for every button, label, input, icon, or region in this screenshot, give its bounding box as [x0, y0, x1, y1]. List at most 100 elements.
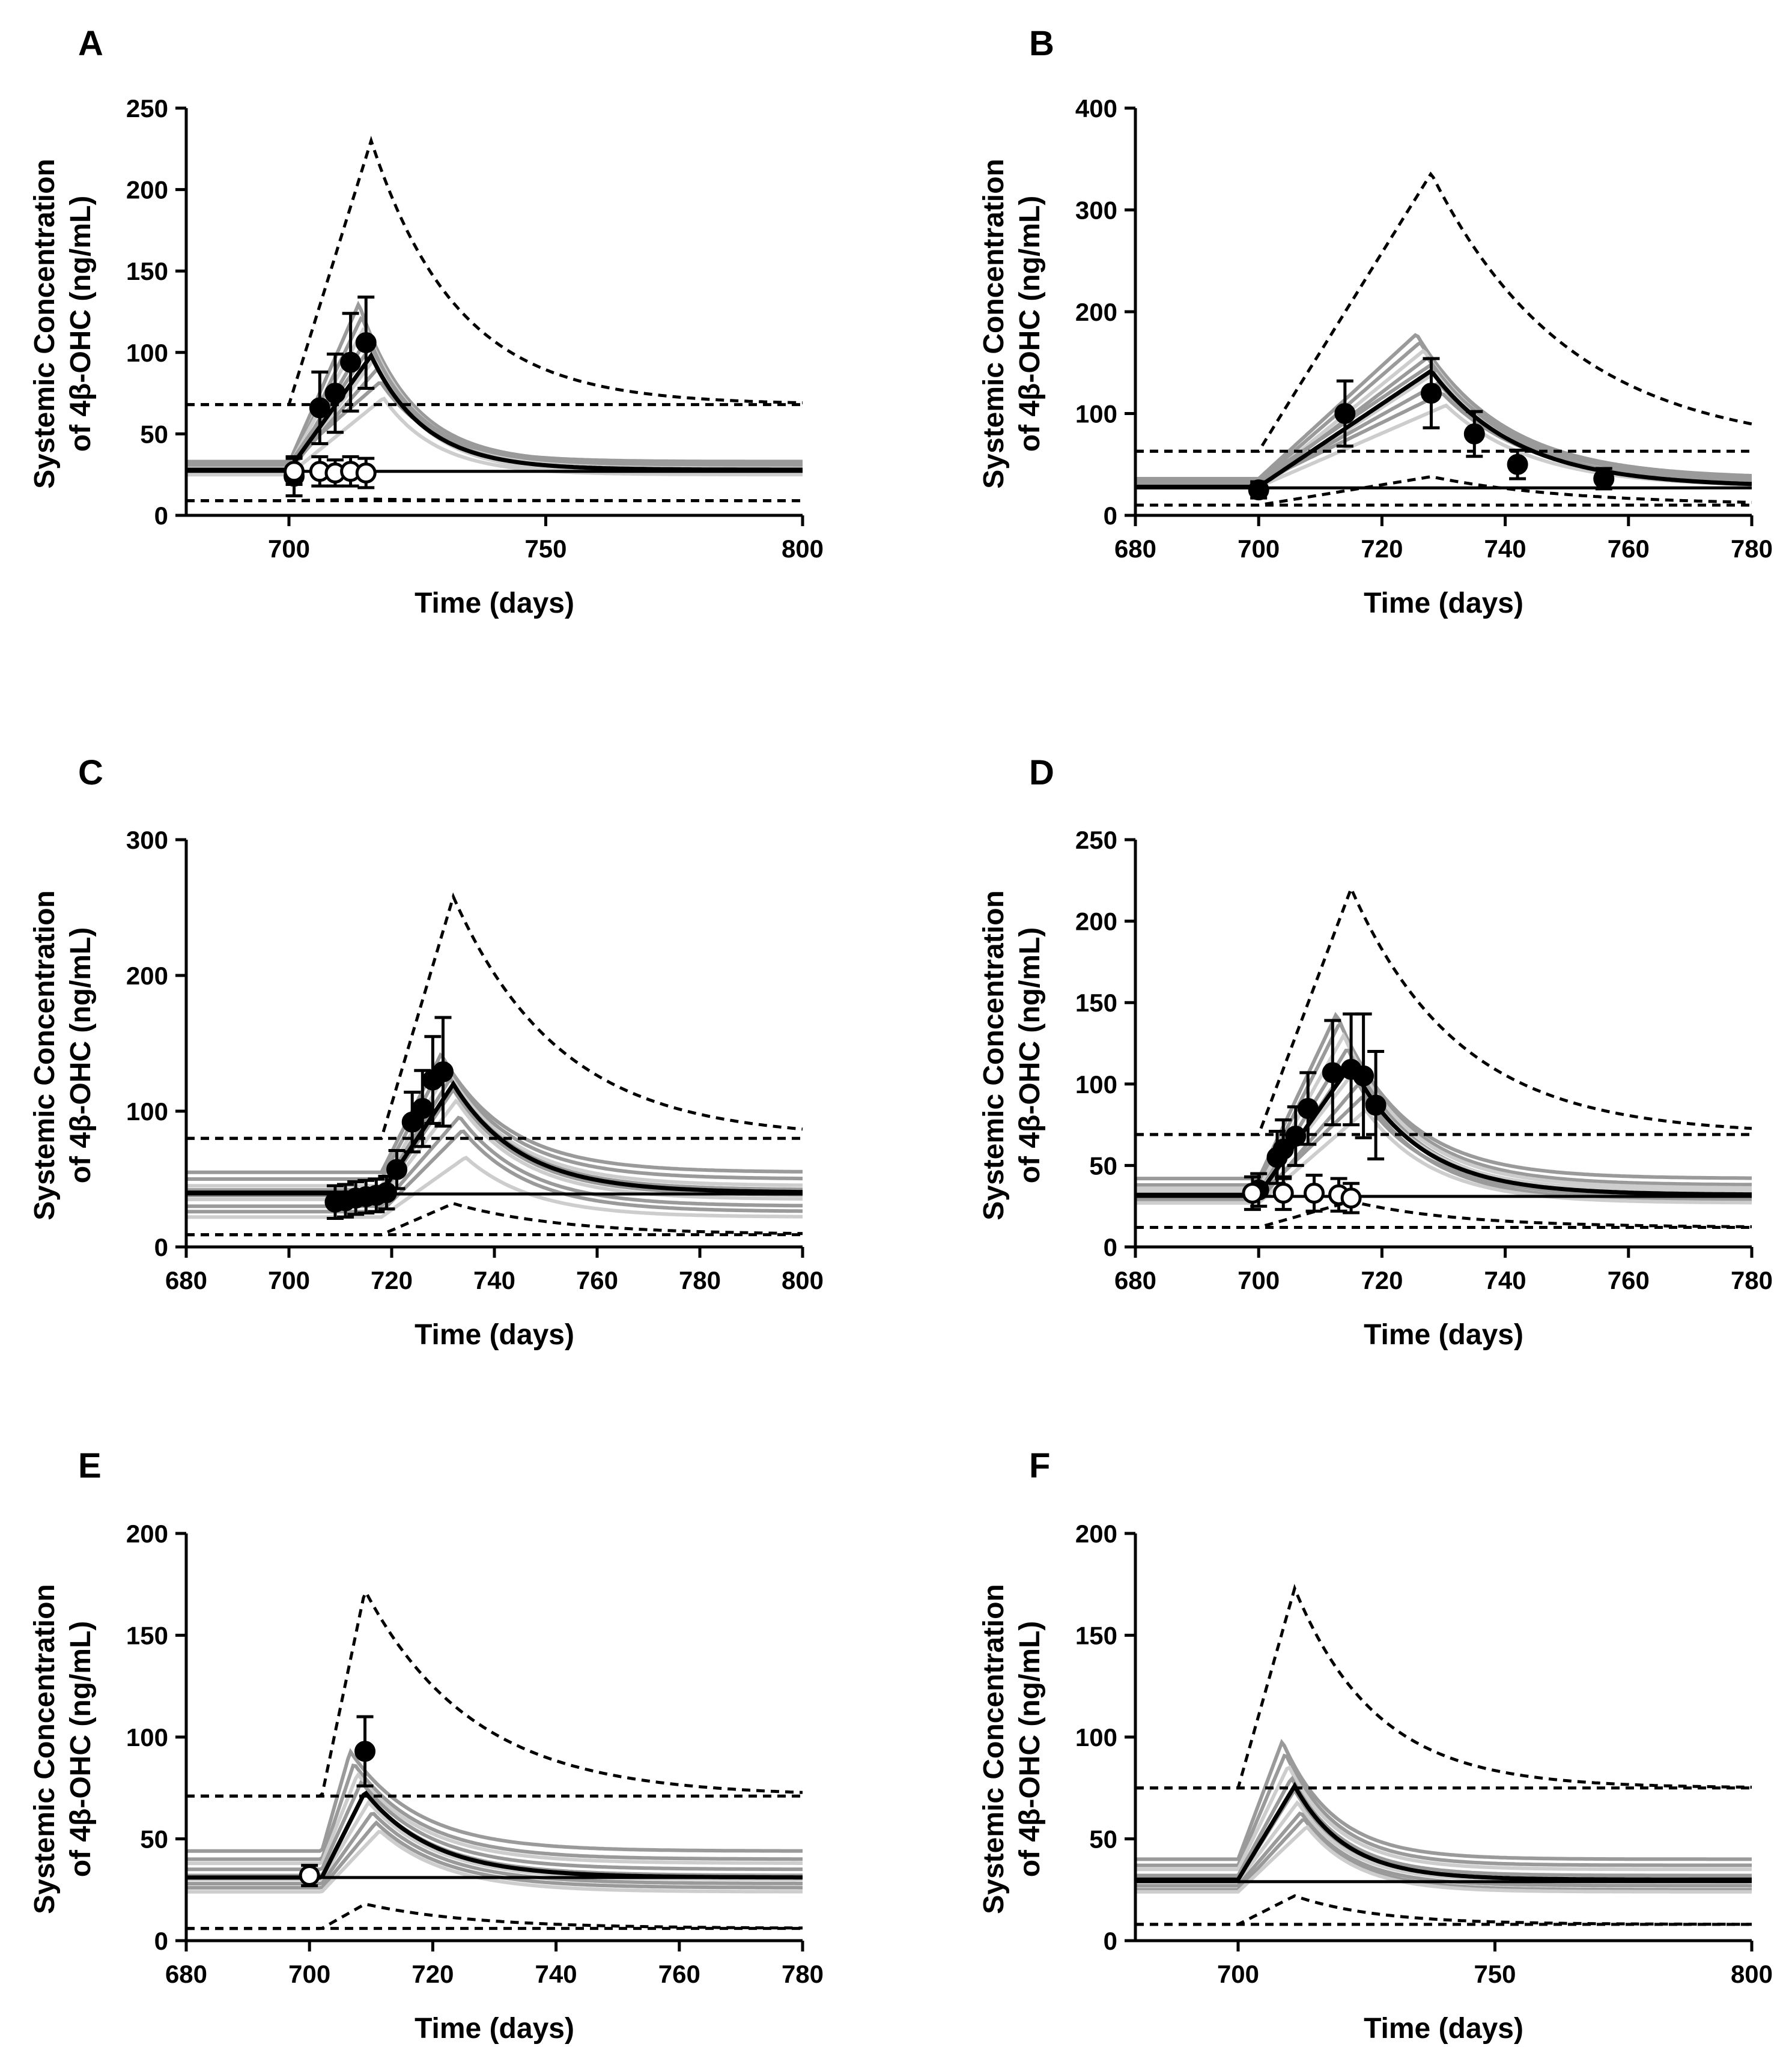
panel-a-y-axis-title-line1: Systemic Concentration: [29, 159, 61, 488]
panel-d-individual-trial-line: [1135, 1032, 1752, 1190]
panel-d-observed-open-point: [1272, 1183, 1294, 1204]
panel-c-individual-trial-line: [186, 1115, 803, 1208]
panel-c-observed-point: [375, 1182, 397, 1204]
panel-c-individual-trial-line: [186, 1129, 803, 1214]
panel-f-y-tick-label: 200: [1075, 1520, 1117, 1548]
panel-b-label: B: [1029, 24, 1054, 63]
panel-d-x-tick-label: 720: [1361, 1266, 1403, 1294]
panel-c-x-tick-label: 740: [473, 1266, 515, 1294]
panel-b-observed-point: [1420, 383, 1442, 404]
panel-e-upper-percentile-line: [186, 1589, 803, 1798]
panel-c-simulated-lines: [186, 892, 803, 1237]
panel-d-individual-trial-line: [1135, 1021, 1752, 1187]
panel-a-x-tick-label: 700: [268, 535, 310, 563]
panel-e-individual-trial-line: [186, 1771, 803, 1866]
panel-f-median-line: [1135, 1781, 1752, 1882]
panel-f-chart: F Systemic Concentration of 4β-OHC (ng/m…: [978, 1446, 1773, 2045]
panel-b-y-tick-label: 0: [1104, 502, 1117, 530]
panel-e-x-axis-title: Time (days): [415, 2013, 574, 2045]
panel-a-y-tick-label: 0: [154, 502, 168, 530]
panel-d-x-tick-label: 680: [1114, 1266, 1156, 1294]
panel-d-y-tick-label: 100: [1075, 1070, 1117, 1099]
panel-f-individual-trial-line: [1135, 1765, 1752, 1872]
panel-b-y-axis-title-line1: Systemic Concentration: [978, 159, 1010, 488]
panel-f-label: F: [1029, 1446, 1050, 1485]
panel-c-x-tick-label: 720: [371, 1266, 413, 1294]
panel-c-y-axis-title-line2: of 4β-OHC (ng/mL): [65, 927, 97, 1184]
panel-b-x-tick-label: 680: [1114, 535, 1156, 563]
panel-c-x-tick-label: 760: [576, 1266, 618, 1294]
panel-e-observed-open-point: [299, 1865, 320, 1887]
panel-a-observed-point: [340, 351, 362, 373]
panel-b-observed-point: [1334, 403, 1356, 424]
panel-a-observed-point: [324, 383, 346, 404]
panel-e-y-tick-label: 150: [126, 1622, 168, 1650]
panel-a-y-tick-label: 200: [126, 176, 168, 204]
panel-d-y-tick-label: 150: [1075, 989, 1117, 1017]
panel-b-y-axis-title-line2: of 4β-OHC (ng/mL): [1014, 196, 1046, 452]
panel-b-individual-trial-line: [1135, 392, 1752, 485]
panel-c-individual-trial-line: [186, 1062, 803, 1181]
panel-a-chart: A Systemic Concentration of 4β-OHC (ng/m…: [29, 24, 824, 619]
panel-b-chart: B Systemic Concentration of 4β-OHC (ng/m…: [978, 24, 1773, 619]
panel-d-label: D: [1029, 753, 1054, 792]
panel-d-y-tick-label: 250: [1075, 826, 1117, 854]
panel-e-y-tick-label: 0: [154, 1927, 168, 1955]
panel-b-y-tick-label: 400: [1075, 94, 1117, 123]
panel-f-y-tick-label: 0: [1104, 1927, 1117, 1955]
panel-e-y-axis-title-line1: Systemic Concentration: [29, 1584, 61, 1914]
panel-e-individual-trial-line: [186, 1780, 803, 1872]
panel-d-x-tick-label: 740: [1484, 1266, 1526, 1294]
panel-c-x-tick-label: 800: [782, 1266, 824, 1294]
panel-c-x-tick-label: 680: [165, 1266, 207, 1294]
panel-e-y-axis-title-line2: of 4β-OHC (ng/mL): [65, 1621, 97, 1878]
panel-c-axes: 0 100 200 300 680 700 720 740 760 780 800: [126, 826, 824, 1294]
panel-a-observed-point: [309, 397, 330, 419]
panel-c-y-tick-label: 300: [126, 826, 168, 854]
panel-d-individual-trial-line: [1135, 1011, 1752, 1181]
panel-a-individual-trial-line: [186, 300, 803, 465]
panel-c-individual-trial-line: [186, 1156, 803, 1219]
panel-e-y-tick-label: 100: [126, 1723, 168, 1751]
panel-a-upper-percentile-line: [186, 136, 803, 407]
panel-b-x-tick-label: 740: [1484, 535, 1526, 563]
panel-a-x-tick-label: 750: [524, 535, 566, 563]
panel-c-observed-point: [433, 1061, 454, 1082]
panel-a-observed-point: [355, 332, 377, 354]
panel-d-y-tick-label: 50: [1089, 1151, 1117, 1180]
panel-b-observed-point: [1463, 423, 1485, 444]
panel-a-y-axis-title-line2: of 4β-OHC (ng/mL): [65, 196, 97, 452]
panel-c-y-tick-label: 100: [126, 1097, 168, 1126]
panel-d-observed-point: [1297, 1097, 1319, 1119]
panel-c-median-line: [186, 1080, 803, 1195]
panel-f-simulated-lines: [1135, 1583, 1752, 1926]
panel-f-individual-trial-line: [1135, 1753, 1752, 1867]
panel-f-individual-trial-line: [1135, 1825, 1752, 1894]
panel-d-observed-point: [1322, 1062, 1343, 1084]
panel-f-x-tick-label: 800: [1731, 1960, 1773, 1988]
panel-d-observed-open-point: [1340, 1187, 1362, 1209]
panel-d-observed-open-point: [1304, 1183, 1325, 1204]
panel-e-x-tick-label: 760: [658, 1960, 700, 1988]
panel-d-x-tick-label: 700: [1238, 1266, 1280, 1294]
panel-a-y-tick-label: 50: [140, 420, 168, 448]
panel-d-individual-trial-line: [1135, 1109, 1752, 1205]
panel-e-observed-data: [299, 1715, 376, 1887]
panel-d-axes: 0 50 100 150 200 250 680 700 720 740 760 780: [1075, 826, 1773, 1294]
panel-c-x-tick-label: 700: [268, 1266, 310, 1294]
panel-b-observed-point: [1593, 468, 1615, 490]
panel-b-observed-point: [1507, 453, 1528, 475]
panel-e-lower-percentile-line: [186, 1902, 803, 1930]
panel-c-observed-point: [412, 1097, 433, 1119]
panel-b-axis-lines: [1134, 108, 1752, 517]
panel-d-x-tick-label: 780: [1731, 1266, 1773, 1294]
panel-b-x-tick-label: 700: [1238, 535, 1280, 563]
panel-f-y-axis-title-line1: Systemic Concentration: [978, 1584, 1010, 1914]
panel-b-individual-trial-line: [1135, 362, 1752, 483]
panel-b-simulated-lines: [1135, 171, 1752, 507]
panel-c-observed-data: [324, 1016, 454, 1221]
panel-f-individual-trial-line: [1135, 1739, 1752, 1861]
panel-d-x-axis-title: Time (days): [1364, 1319, 1523, 1351]
panel-e-observed-point: [354, 1741, 376, 1762]
panel-d-individual-trial-line: [1135, 1095, 1752, 1198]
